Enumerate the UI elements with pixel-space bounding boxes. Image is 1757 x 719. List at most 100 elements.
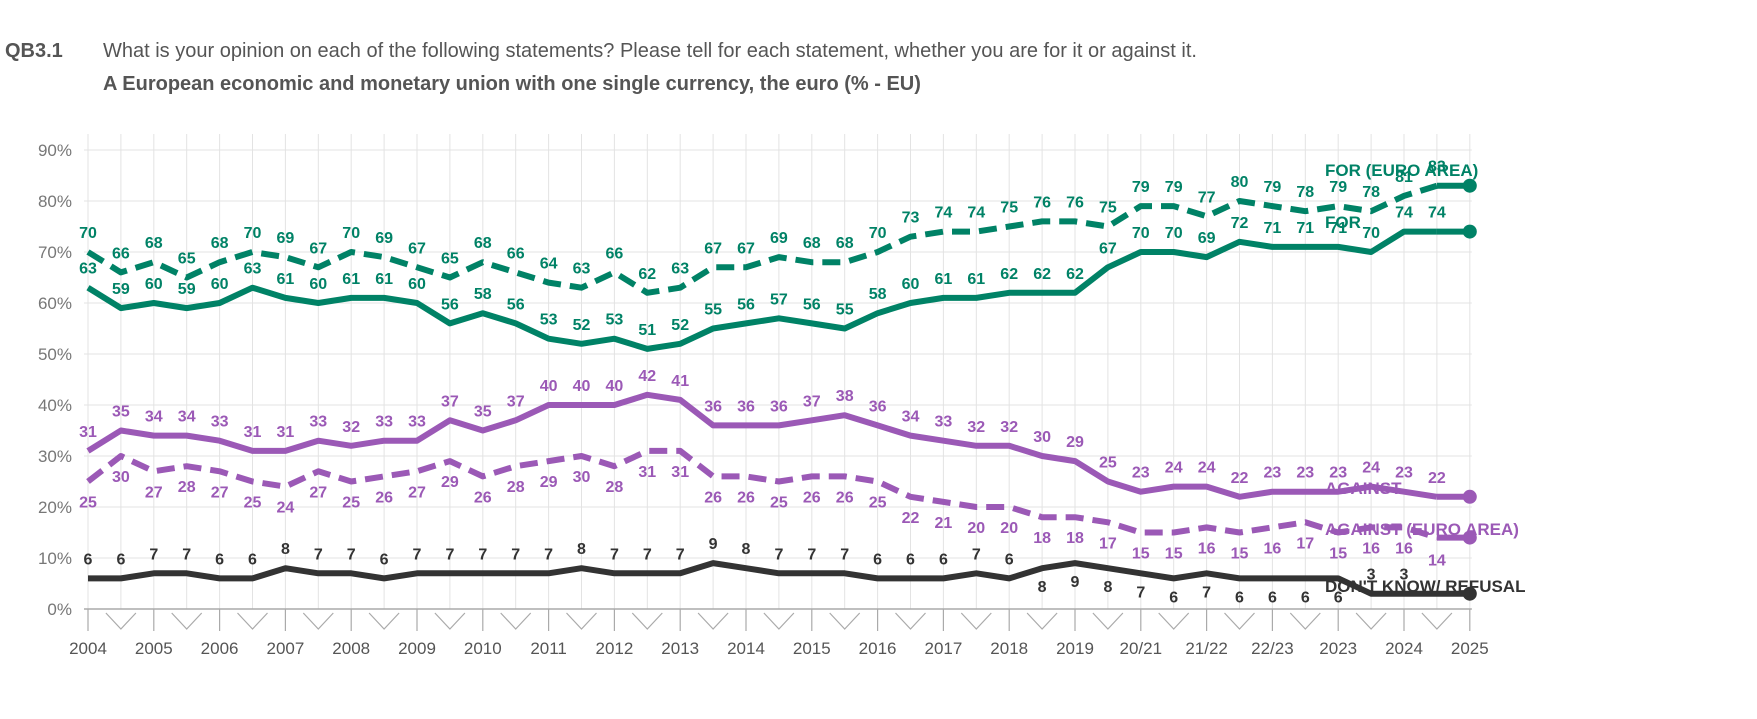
data-label: 71 (1264, 220, 1282, 237)
data-label: 33 (408, 414, 426, 431)
data-label: 26 (375, 489, 393, 506)
data-label: 3 (1400, 567, 1409, 584)
x-tick-label: 21/22 (1185, 639, 1228, 658)
data-label: 55 (836, 302, 854, 319)
question-code: QB3.1 (5, 40, 63, 62)
data-label: 70 (1165, 225, 1183, 242)
data-label: 40 (606, 378, 624, 395)
series-label: AGAINST (EURO AREA) (1325, 520, 1519, 539)
data-label: 6 (1169, 589, 1178, 606)
data-label: 56 (737, 296, 755, 313)
data-label: 68 (803, 235, 821, 252)
x-tick-label: 2016 (859, 639, 897, 658)
data-label: 7 (413, 546, 422, 563)
data-label: 71 (1329, 220, 1347, 237)
x-tick-chevron (302, 612, 334, 630)
data-label: 28 (178, 479, 196, 496)
x-tick-label: 2013 (661, 639, 699, 658)
x-tick-label: 2008 (332, 639, 370, 658)
data-label: 27 (211, 484, 229, 501)
data-label: 30 (573, 469, 591, 486)
data-label: 33 (309, 414, 327, 431)
y-tick-label: 0% (47, 600, 72, 619)
x-tick-label: 2024 (1385, 639, 1423, 658)
data-label: 33 (211, 414, 229, 431)
data-label: 27 (145, 484, 163, 501)
data-label: 74 (1395, 205, 1413, 222)
data-label: 7 (676, 546, 685, 563)
y-tick-label: 50% (38, 345, 72, 364)
data-label: 31 (244, 424, 262, 441)
x-tick-chevron (237, 612, 268, 630)
data-label: 6 (380, 551, 389, 568)
x-tick-label: 20/21 (1120, 639, 1163, 658)
data-label: 24 (1362, 460, 1380, 477)
data-label: 81 (1395, 169, 1413, 186)
data-label: 36 (770, 398, 788, 415)
data-label: 25 (79, 495, 97, 512)
data-label: 67 (737, 240, 755, 257)
data-label: 55 (704, 302, 722, 319)
data-label: 83 (1428, 159, 1446, 176)
data-label: 32 (967, 419, 985, 436)
data-label: 56 (441, 296, 459, 313)
data-label: 32 (1000, 419, 1018, 436)
data-label: 31 (638, 464, 656, 481)
data-label: 33 (375, 414, 393, 431)
data-label: 59 (178, 281, 196, 298)
data-label: 68 (474, 235, 492, 252)
data-label: 69 (375, 230, 393, 247)
x-tick-label: 22/23 (1251, 639, 1294, 658)
series-line (86, 228, 1437, 352)
data-label: 18 (1066, 530, 1084, 547)
y-tick-label: 40% (38, 396, 72, 415)
data-label: 15 (1132, 546, 1150, 563)
series-line (86, 391, 1438, 500)
x-tick-chevron (1355, 612, 1387, 630)
data-label: 38 (836, 388, 854, 405)
data-label: 56 (507, 296, 525, 313)
data-label: 57 (770, 291, 788, 308)
data-label: 79 (1329, 179, 1347, 196)
data-label: 61 (342, 271, 360, 288)
data-label: 60 (211, 276, 229, 293)
data-label: 15 (1231, 546, 1249, 563)
data-label: 8 (577, 541, 586, 558)
data-label: 63 (671, 261, 689, 278)
data-label: 8 (742, 541, 751, 558)
y-tick-label: 10% (38, 549, 72, 568)
x-tick-chevron (829, 612, 861, 630)
data-label: 29 (540, 474, 558, 491)
series-label: FOR (1325, 213, 1361, 232)
data-label: 9 (1071, 574, 1080, 591)
data-label: 71 (1296, 220, 1314, 237)
data-label: 26 (737, 489, 755, 506)
data-label: 18 (1033, 530, 1051, 547)
x-tick-chevron (1289, 612, 1321, 630)
data-label: 65 (441, 251, 459, 268)
x-tick-label: 2007 (266, 639, 304, 658)
data-label: 68 (836, 235, 854, 252)
data-label: 79 (1132, 179, 1150, 196)
data-label: 25 (1099, 455, 1117, 472)
data-label: 7 (774, 546, 783, 563)
data-label: 65 (178, 251, 196, 268)
data-label: 74 (967, 205, 985, 222)
data-label: 7 (1136, 584, 1145, 601)
data-label: 15 (1165, 546, 1183, 563)
data-label: 51 (638, 322, 656, 339)
data-label: 27 (309, 484, 327, 501)
data-label: 7 (347, 546, 356, 563)
data-label: 7 (511, 546, 520, 563)
data-label: 6 (1235, 589, 1244, 606)
data-label: 37 (803, 393, 821, 410)
x-tick-label: 2006 (201, 639, 239, 658)
data-label: 22 (1428, 470, 1446, 487)
data-label: 31 (671, 464, 689, 481)
data-label: 20 (967, 520, 985, 537)
data-label: 36 (704, 398, 722, 415)
chart-subtitle: A European economic and monetary union w… (103, 73, 921, 95)
data-label: 58 (869, 286, 887, 303)
data-label: 35 (474, 404, 492, 421)
x-tick-label: 2023 (1319, 639, 1357, 658)
